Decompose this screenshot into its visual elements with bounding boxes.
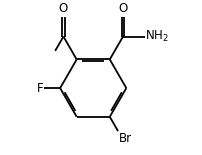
Text: O: O (118, 2, 127, 15)
Text: NH$_2$: NH$_2$ (145, 29, 168, 44)
Text: F: F (37, 82, 43, 95)
Text: Br: Br (118, 132, 131, 145)
Text: O: O (59, 2, 68, 15)
